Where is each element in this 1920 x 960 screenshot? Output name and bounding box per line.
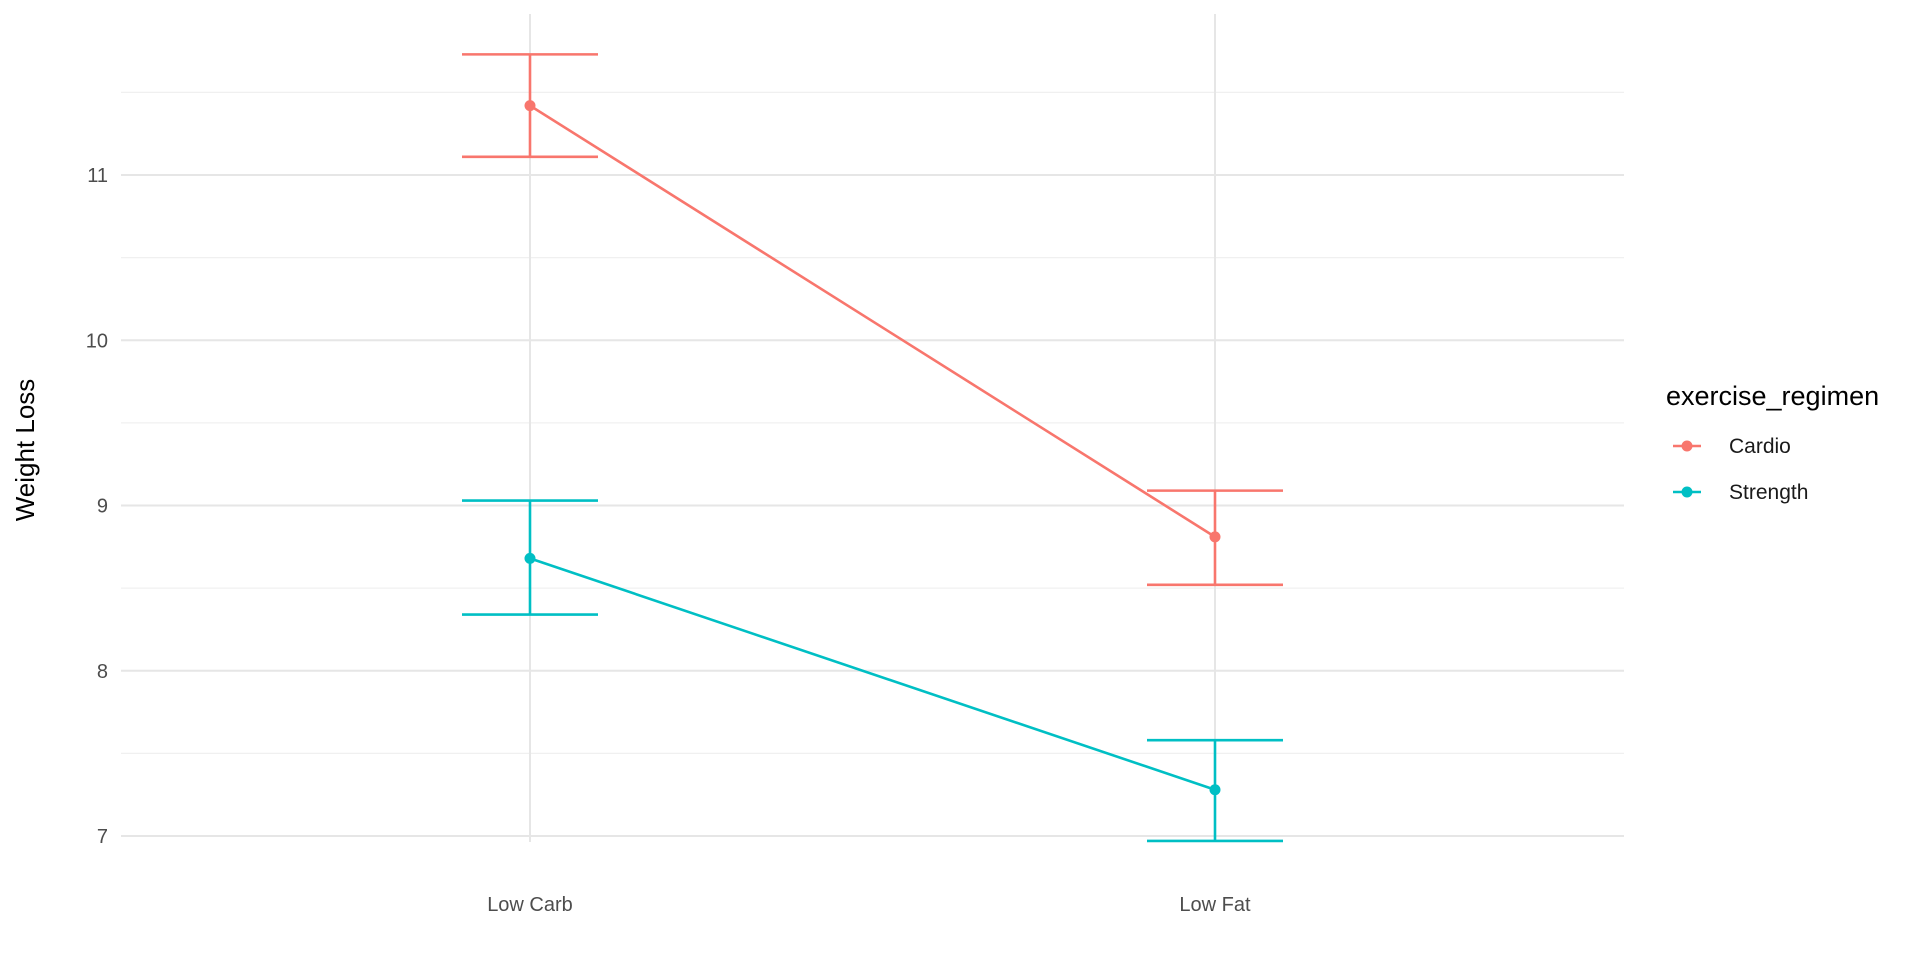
data-point xyxy=(524,100,536,112)
legend-label: Strength xyxy=(1729,481,1808,504)
legend-item-strength: Strength xyxy=(1673,481,1808,504)
legend-key-point xyxy=(1681,440,1693,452)
y-tick-label: 9 xyxy=(97,496,108,518)
series-line xyxy=(529,557,1216,791)
series xyxy=(462,53,1283,843)
y-axis-ticks: 7 8 9 10 11 xyxy=(86,165,108,848)
y-tick-label: 7 xyxy=(97,826,108,848)
x-tick-label: Low Carb xyxy=(487,894,573,916)
data-point xyxy=(524,552,536,564)
series-line xyxy=(529,104,1216,538)
x-tick-label: Low Fat xyxy=(1179,894,1251,916)
y-tick-label: 10 xyxy=(86,330,108,352)
legend-label: Cardio xyxy=(1729,435,1791,458)
legend-title: exercise_regimen xyxy=(1666,381,1879,411)
y-tick-label: 11 xyxy=(87,165,108,187)
series-strength xyxy=(462,499,1283,843)
data-point xyxy=(1209,531,1221,543)
legend-key-point xyxy=(1681,486,1693,498)
y-axis-title: Weight Loss xyxy=(10,379,40,522)
legend-items: Cardio Strength xyxy=(1673,435,1808,504)
legend: exercise_regimen Cardio Strength xyxy=(1666,381,1879,504)
grid xyxy=(121,14,1624,842)
series-cardio xyxy=(462,53,1283,587)
x-axis-ticks: Low Carb Low Fat xyxy=(487,894,1251,916)
legend-item-cardio: Cardio xyxy=(1673,435,1791,458)
data-point xyxy=(1209,784,1221,796)
y-tick-label: 8 xyxy=(97,661,108,683)
